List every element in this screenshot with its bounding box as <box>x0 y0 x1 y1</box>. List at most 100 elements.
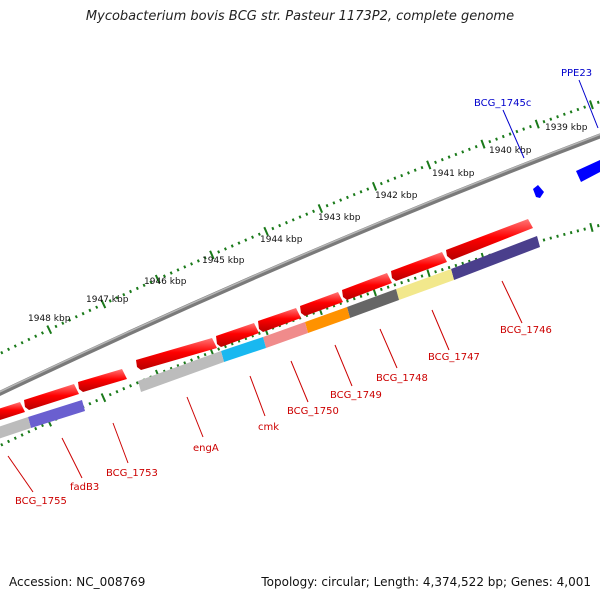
gene-arrow[interactable] <box>24 384 79 410</box>
major-tick <box>100 299 107 309</box>
gene-arrow[interactable] <box>216 323 259 347</box>
major-tick <box>154 274 161 284</box>
minor-tick <box>196 355 200 359</box>
minor-tick <box>379 287 383 292</box>
minor-tick <box>237 241 241 245</box>
minor-tick <box>122 292 126 297</box>
gene-arrow[interactable] <box>300 292 343 316</box>
gene-arrow[interactable] <box>342 273 392 300</box>
minor-tick <box>474 145 478 149</box>
minor-tick <box>257 331 261 335</box>
forward-gene-track <box>0 219 533 420</box>
minor-tick <box>583 105 587 109</box>
minor-tick <box>542 119 546 124</box>
gene-arrow[interactable] <box>533 185 544 198</box>
minor-tick <box>596 100 600 105</box>
gene-arrow[interactable] <box>78 369 127 392</box>
gene-label-lower[interactable]: engA <box>193 443 219 454</box>
minor-tick <box>13 436 17 440</box>
minor-tick <box>596 224 600 228</box>
gene-label-upper[interactable]: BCG_1745c <box>474 98 531 109</box>
gene-label-lower[interactable]: BCG_1749 <box>330 390 382 401</box>
gene-label-lower[interactable]: BCG_1747 <box>428 352 480 363</box>
minor-tick <box>122 387 126 391</box>
minor-tick <box>291 218 295 222</box>
gene-arrow[interactable] <box>258 308 301 332</box>
outer-scale-ring <box>0 100 600 355</box>
minor-tick <box>413 168 417 172</box>
minor-tick <box>562 112 566 116</box>
minor-tick <box>40 331 44 335</box>
minor-tick <box>325 204 329 208</box>
gene-arrow[interactable] <box>576 160 600 182</box>
minor-tick <box>454 263 458 268</box>
gene-arrow[interactable] <box>136 338 217 370</box>
minor-tick <box>556 115 559 119</box>
genome-backbone-highlight <box>0 133 600 393</box>
minor-tick <box>271 226 275 231</box>
minor-tick <box>352 192 356 197</box>
segment <box>28 400 85 428</box>
gene-label-lower[interactable]: BCG_1748 <box>376 373 428 384</box>
minor-tick <box>81 311 85 316</box>
minor-tick <box>420 274 424 278</box>
minor-tick <box>74 315 78 319</box>
minor-tick <box>0 443 4 447</box>
minor-tick <box>190 262 194 266</box>
gene-label-lower[interactable]: BCG_1746 <box>500 325 552 336</box>
segment <box>263 322 308 348</box>
minor-tick <box>549 117 553 121</box>
minor-tick <box>108 392 112 397</box>
minor-tick <box>393 283 397 287</box>
minor-tick <box>223 247 227 251</box>
kbp-label: 1943 kbp <box>318 213 361 223</box>
segment <box>0 417 31 439</box>
minor-tick <box>440 158 444 162</box>
genome-title: Mycobacterium bovis BCG str. Pasteur 117… <box>85 9 515 24</box>
gene-arrow[interactable] <box>446 219 533 260</box>
minor-tick <box>135 286 139 291</box>
gene-label-lower[interactable]: BCG_1750 <box>287 406 339 417</box>
gene-label-lower[interactable]: BCG_1755 <box>15 496 67 507</box>
minor-tick <box>284 221 288 225</box>
minor-tick <box>7 439 11 444</box>
gene-label-upper[interactable]: PPE23 <box>561 68 592 79</box>
gene-label-lower[interactable]: fadB3 <box>70 482 99 493</box>
segment <box>138 351 224 392</box>
minor-tick <box>386 285 390 289</box>
kbp-label-group: 1939 kbp 1940 kbp 1941 kbp 1942 kbp 1943… <box>28 123 588 324</box>
minor-tick <box>149 280 153 284</box>
minor-tick <box>61 321 65 325</box>
minor-tick <box>13 344 17 348</box>
segment <box>451 236 540 280</box>
minor-tick <box>522 127 526 131</box>
minor-tick <box>88 308 92 313</box>
minor-tick <box>529 124 532 129</box>
minor-tick <box>400 173 404 178</box>
major-tick <box>426 160 432 170</box>
major-tick <box>317 204 324 214</box>
gene-label-lower[interactable]: cmk <box>258 422 279 433</box>
reverse-gene-track <box>533 160 600 198</box>
minor-tick <box>461 150 465 154</box>
segment <box>396 269 454 300</box>
minor-tick <box>298 215 302 219</box>
minor-tick <box>203 256 207 260</box>
gene-arrow[interactable] <box>0 402 25 420</box>
minor-tick <box>447 155 451 159</box>
gene-label-lower[interactable]: BCG_1753 <box>106 468 158 479</box>
minor-tick <box>515 129 519 134</box>
genome-summary-text: Topology: circular; Length: 4,374,522 bp… <box>261 575 591 589</box>
minor-tick <box>440 267 444 272</box>
minor-tick <box>563 232 566 237</box>
kbp-label: 1947 kbp <box>86 295 129 305</box>
minor-tick <box>176 268 180 272</box>
minor-tick <box>352 296 356 301</box>
minor-tick <box>230 244 234 248</box>
minor-tick <box>251 235 255 239</box>
minor-tick <box>332 201 336 205</box>
minor-tick <box>20 433 24 437</box>
gene-arrow[interactable] <box>391 252 447 281</box>
minor-tick <box>346 299 349 303</box>
